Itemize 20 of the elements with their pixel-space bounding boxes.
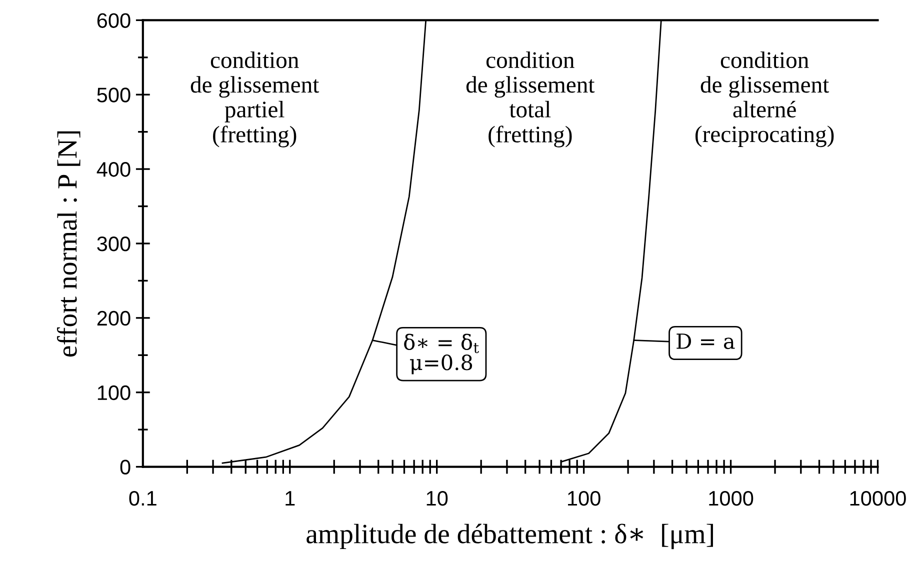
- x-tick-label: 1: [286, 491, 295, 506]
- annotation: condition de glissement total (fretting): [466, 51, 595, 148]
- y-tick-label: 300: [97, 236, 130, 252]
- x-tick-label: 100: [568, 490, 600, 506]
- y-tick-label: 100: [98, 385, 130, 400]
- annotation: D = a: [676, 334, 735, 350]
- x-tick-label: 10: [426, 490, 448, 506]
- y-tick-label: 0: [120, 460, 130, 475]
- x-tick-label: 0.1: [129, 490, 156, 506]
- annotation: condition de glissement alterné (reciprocating): [695, 51, 834, 148]
- annotation: δ∗ = δ$_{t}$ μ=0.8: [404, 334, 479, 374]
- y-tick-label: 400: [96, 162, 130, 177]
- x-axis-title: amplitude de débattement : δ∗ [μm]: [306, 524, 713, 550]
- x-tick-label: 1000: [709, 490, 754, 506]
- annotation: condition de glissement partiel (fretting): [190, 51, 320, 148]
- y-tick-label: 600: [97, 13, 130, 28]
- x-tick-label: 10000: [850, 490, 906, 506]
- y-axis-title: effort normal : P [N]: [56, 131, 80, 357]
- y-tick-label: 500: [97, 88, 130, 102]
- y-tick-label: 200: [97, 310, 130, 326]
